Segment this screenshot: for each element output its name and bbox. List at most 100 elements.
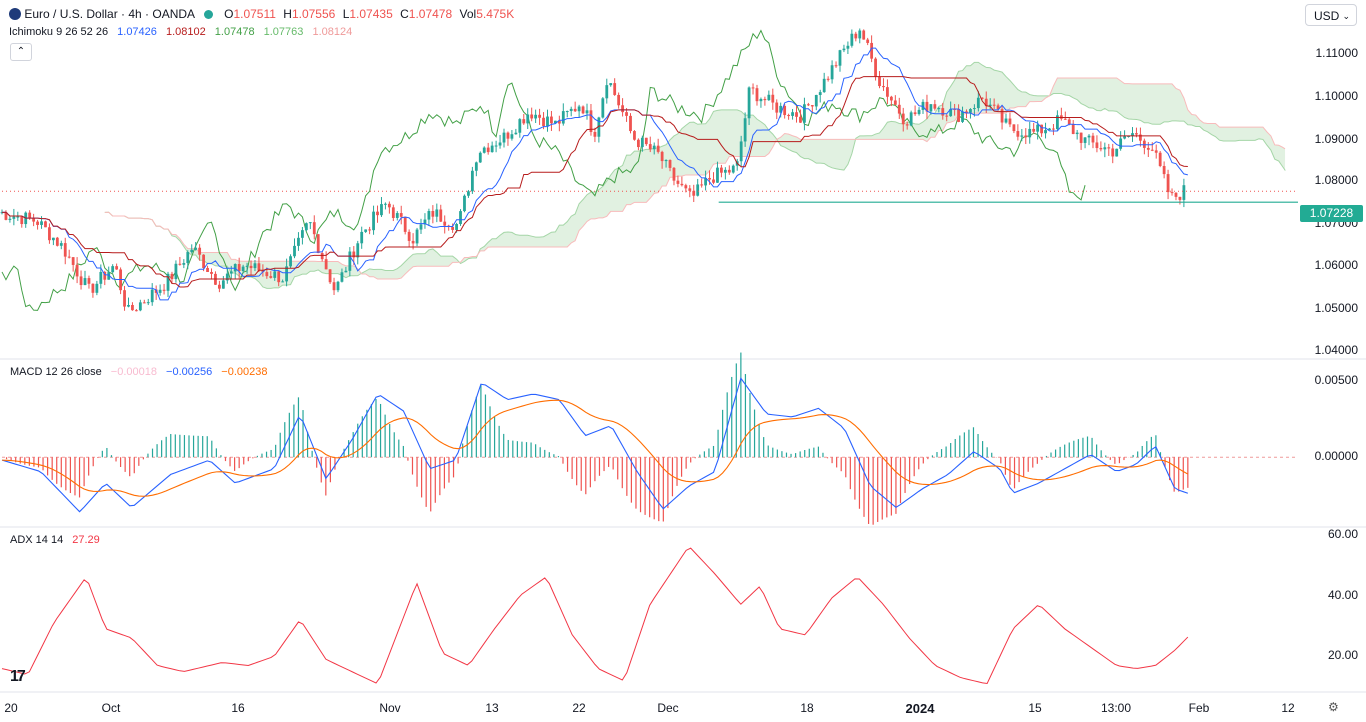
candle-body bbox=[652, 145, 656, 150]
price-tick-8: 1.04000 bbox=[1314, 343, 1358, 357]
candle-body bbox=[826, 78, 830, 80]
candle-body bbox=[443, 221, 447, 226]
candle-body bbox=[387, 203, 391, 208]
time-tick: 18 bbox=[800, 701, 814, 715]
candle-body bbox=[229, 271, 233, 274]
candle-body bbox=[581, 106, 585, 114]
candle-body bbox=[59, 243, 63, 246]
volume-value: 5.475K bbox=[476, 7, 515, 21]
adx-tick-2: 40.00 bbox=[1327, 588, 1358, 602]
candle-body bbox=[668, 159, 672, 168]
candle-body bbox=[174, 263, 178, 280]
candle-body bbox=[395, 213, 399, 218]
candle-body bbox=[1091, 135, 1095, 143]
candle-body bbox=[1083, 137, 1087, 143]
candle-body bbox=[613, 83, 617, 95]
candle-body bbox=[415, 229, 419, 244]
candle-body bbox=[48, 227, 51, 241]
kijun-sen-line bbox=[1, 76, 1188, 288]
candle-body bbox=[241, 266, 245, 272]
candle-body bbox=[680, 183, 684, 186]
candle-body bbox=[593, 131, 597, 137]
candle-body bbox=[372, 211, 375, 231]
candle-body bbox=[376, 211, 379, 216]
candle-body bbox=[1103, 147, 1107, 150]
candle-body bbox=[862, 30, 866, 40]
candle-body bbox=[459, 211, 462, 225]
candle-body bbox=[1131, 133, 1134, 136]
candle-body bbox=[937, 108, 941, 110]
candle-body bbox=[672, 167, 676, 181]
high-value: 1.07556 bbox=[291, 7, 336, 21]
candle-body bbox=[158, 289, 162, 293]
candle-body bbox=[644, 137, 648, 145]
candle-body bbox=[676, 180, 680, 184]
candle-body bbox=[360, 231, 364, 244]
candle-body bbox=[929, 104, 933, 112]
ichimoku-chikou-value: 1.07478 bbox=[214, 26, 255, 38]
candle-body bbox=[348, 251, 352, 271]
candle-body bbox=[1024, 135, 1028, 138]
candle-body bbox=[269, 276, 273, 278]
candle-body bbox=[980, 97, 984, 99]
macd-legend[interactable]: MACD 12 26 close −0.00018 −0.00256 −0.00… bbox=[10, 366, 267, 378]
candle-body bbox=[502, 132, 506, 143]
candle-body bbox=[854, 33, 858, 39]
candle-body bbox=[1044, 130, 1047, 134]
low-value: 1.07435 bbox=[349, 7, 393, 21]
candle-body bbox=[546, 116, 549, 127]
candle-body bbox=[1158, 152, 1162, 167]
price-tick-7: 1.05000 bbox=[1314, 301, 1358, 315]
chikou-line bbox=[1, 29, 1086, 311]
candle-body bbox=[4, 212, 8, 220]
macd-histogram-value: −0.00018 bbox=[110, 366, 157, 378]
candle-body bbox=[146, 302, 150, 304]
candle-body bbox=[838, 50, 842, 66]
time-tick: Oct bbox=[101, 701, 121, 715]
adx-tick-1: 60.00 bbox=[1327, 527, 1358, 541]
candle-body bbox=[889, 96, 893, 101]
candle-body bbox=[1020, 135, 1024, 137]
ichimoku-kijun-value: 1.08102 bbox=[165, 26, 206, 38]
candle-body bbox=[795, 112, 798, 117]
candle-body bbox=[949, 108, 953, 117]
candle-body bbox=[83, 278, 87, 286]
ichimoku-span-a-value: 1.07763 bbox=[263, 26, 304, 38]
candle-body bbox=[190, 249, 194, 253]
currency-select[interactable]: USD ⌄ bbox=[1305, 4, 1357, 26]
ichimoku-legend[interactable]: Ichimoku 9 26 52 26 1.07426 1.08102 1.07… bbox=[9, 26, 352, 38]
candle-body bbox=[1107, 147, 1111, 149]
collapse-legend-button[interactable]: ⌃ bbox=[10, 43, 32, 61]
candle-body bbox=[656, 145, 660, 152]
price-pane bbox=[0, 28, 1298, 312]
candle-body bbox=[1028, 128, 1032, 138]
gear-icon[interactable]: ⚙ bbox=[1328, 700, 1339, 714]
candle-body bbox=[589, 110, 593, 132]
candle-body bbox=[984, 98, 988, 107]
candle-body bbox=[494, 145, 498, 147]
candle-body bbox=[16, 216, 20, 218]
candle-body bbox=[332, 282, 336, 291]
candle-body bbox=[1166, 174, 1170, 193]
tenkan-sen-line bbox=[1, 47, 1188, 301]
candle-body bbox=[1036, 124, 1040, 132]
candle-body bbox=[759, 98, 763, 102]
candle-body bbox=[1067, 119, 1071, 125]
candle-body bbox=[727, 169, 731, 173]
low-label: L bbox=[342, 7, 350, 21]
candle-body bbox=[328, 269, 332, 283]
symbol-legend[interactable]: Euro / U.S. Dollar · 4h · OANDA O1.07511… bbox=[9, 7, 514, 21]
symbol-title: Euro / U.S. Dollar · 4h · OANDA bbox=[24, 7, 195, 21]
candle-body bbox=[1032, 128, 1036, 132]
candle-body bbox=[830, 65, 834, 80]
time-tick: 20 bbox=[4, 701, 18, 715]
candle-body bbox=[1127, 135, 1130, 137]
candle-body bbox=[1063, 118, 1067, 120]
tradingview-logo-icon[interactable]: 17 bbox=[10, 668, 26, 685]
candle-body bbox=[1040, 124, 1043, 134]
candle-body bbox=[866, 39, 870, 43]
candle-body bbox=[755, 88, 759, 102]
candle-body bbox=[905, 124, 909, 126]
adx-legend[interactable]: ADX 14 14 27.29 bbox=[10, 534, 100, 546]
